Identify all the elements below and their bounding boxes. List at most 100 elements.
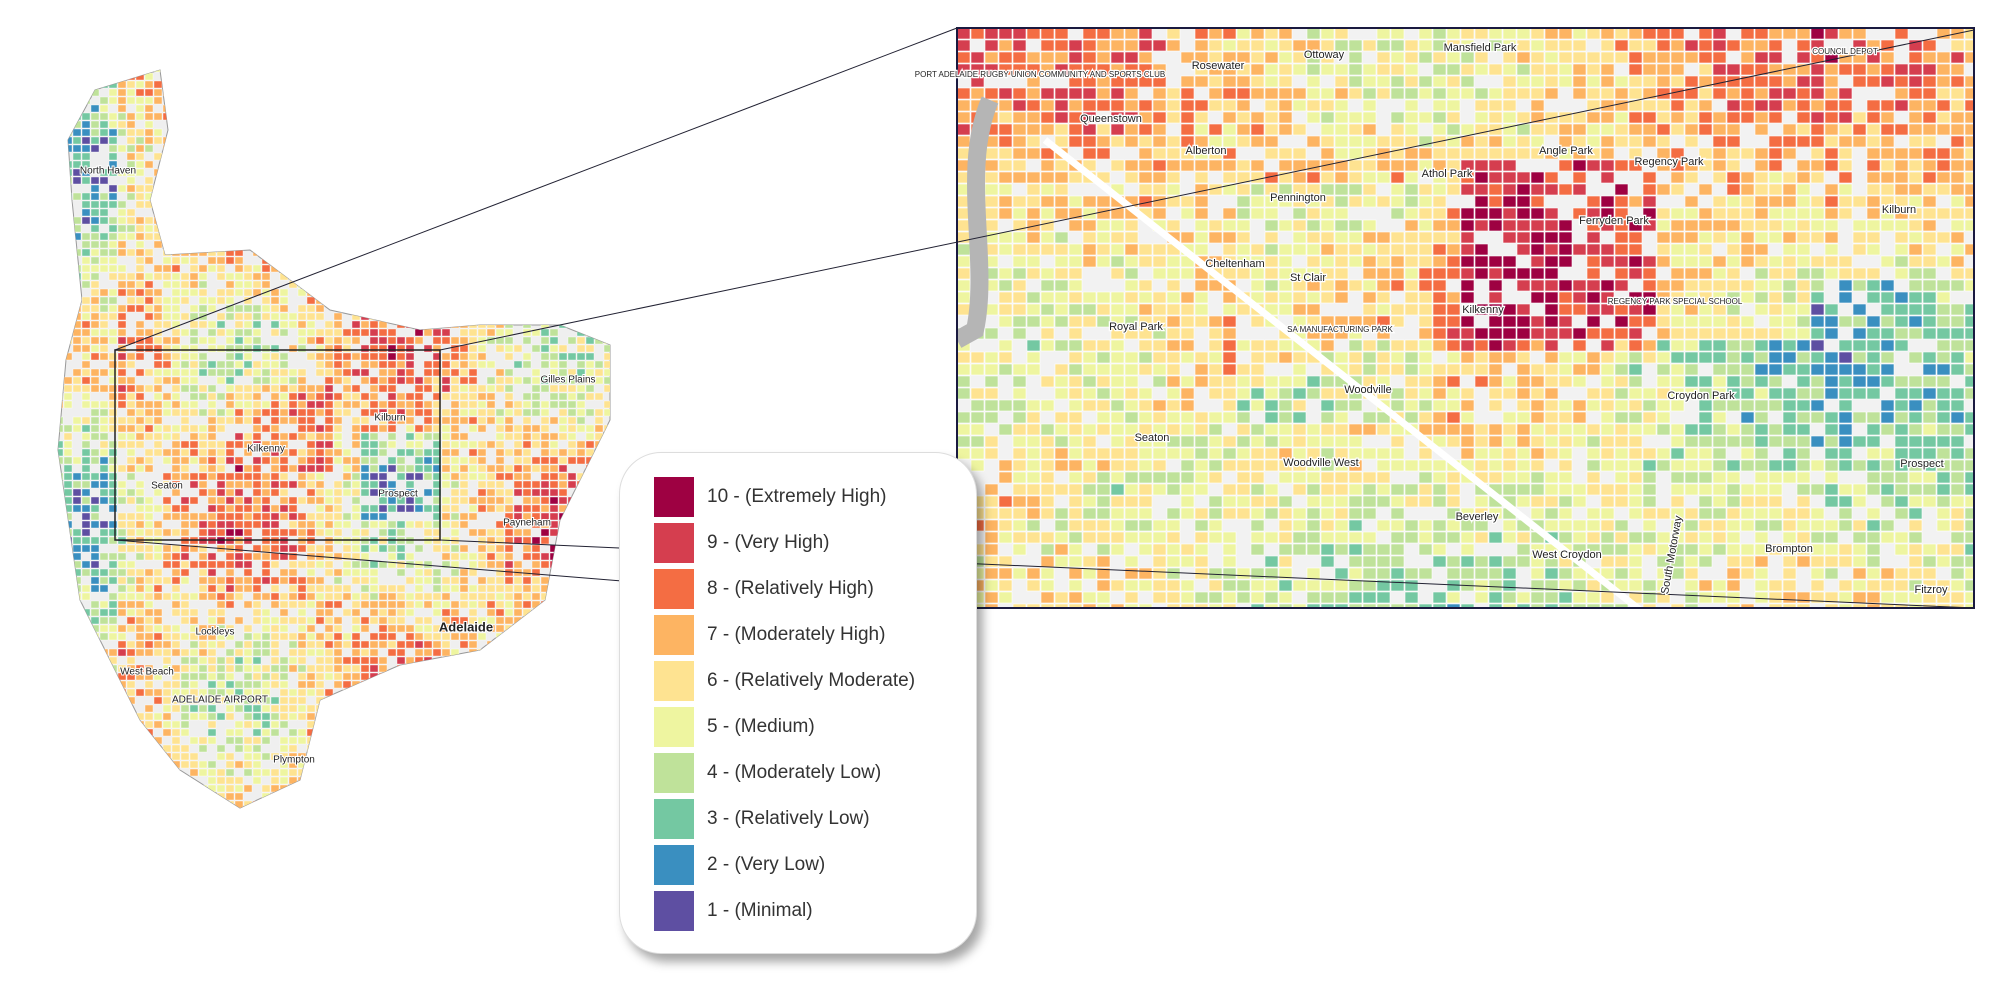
parcel xyxy=(342,80,352,89)
parcel xyxy=(423,192,433,201)
parcel xyxy=(360,80,370,89)
parcel xyxy=(441,312,451,321)
parcel xyxy=(297,600,307,609)
parcel xyxy=(594,472,604,481)
parcel xyxy=(135,136,145,145)
parcel xyxy=(513,280,523,289)
parcel xyxy=(405,744,415,753)
parcel xyxy=(63,704,73,713)
parcel xyxy=(144,224,154,233)
parcel xyxy=(558,144,568,153)
parcel xyxy=(216,712,226,721)
parcel xyxy=(180,400,190,409)
parcel xyxy=(324,416,334,425)
parcel xyxy=(171,152,181,161)
parcel xyxy=(189,344,199,353)
parcel xyxy=(504,80,514,89)
parcel xyxy=(477,312,487,321)
parcel xyxy=(984,363,999,376)
parcel xyxy=(441,120,451,129)
parcel xyxy=(171,456,181,465)
parcel xyxy=(81,128,91,137)
parcel xyxy=(108,296,118,305)
parcel xyxy=(450,144,460,153)
parcel xyxy=(387,208,397,217)
parcel xyxy=(297,104,307,113)
parcel xyxy=(603,704,610,713)
parcel xyxy=(423,168,433,177)
parcel xyxy=(126,656,136,665)
parcel xyxy=(468,392,478,401)
parcel xyxy=(81,800,91,808)
parcel xyxy=(495,408,505,417)
parcel xyxy=(315,560,325,569)
parcel xyxy=(540,600,550,609)
parcel xyxy=(324,488,334,497)
parcel xyxy=(144,592,154,601)
parcel xyxy=(180,512,190,521)
parcel xyxy=(495,424,505,433)
parcel xyxy=(441,304,451,313)
parcel xyxy=(234,120,244,129)
parcel xyxy=(72,552,82,561)
parcel xyxy=(135,248,145,257)
parcel xyxy=(315,752,325,761)
parcel xyxy=(351,624,361,633)
parcel xyxy=(117,800,127,808)
parcel xyxy=(369,768,379,777)
parcel xyxy=(432,440,442,449)
parcel xyxy=(180,472,190,481)
parcel xyxy=(252,376,262,385)
parcel xyxy=(81,72,91,81)
parcel xyxy=(405,352,415,361)
parcel xyxy=(495,256,505,265)
parcel xyxy=(315,152,325,161)
parcel xyxy=(261,224,271,233)
parcel xyxy=(108,424,118,433)
parcel xyxy=(189,640,199,649)
parcel xyxy=(594,712,604,721)
parcel xyxy=(378,368,388,377)
parcel xyxy=(117,544,127,553)
parcel xyxy=(522,536,532,545)
parcel xyxy=(423,80,433,89)
parcel xyxy=(496,809,504,816)
parcel xyxy=(288,480,298,489)
parcel xyxy=(558,728,568,737)
parcel xyxy=(117,208,127,217)
parcel xyxy=(315,240,325,249)
parcel xyxy=(58,184,64,193)
parcel xyxy=(567,720,577,729)
parcel xyxy=(58,720,64,729)
parcel xyxy=(189,176,199,185)
parcel xyxy=(117,320,127,329)
parcel xyxy=(81,368,91,377)
parcel xyxy=(117,496,127,505)
parcel xyxy=(135,88,145,97)
parcel xyxy=(315,656,325,665)
parcel xyxy=(207,520,217,529)
parcel xyxy=(513,536,523,545)
parcel xyxy=(531,800,541,808)
parcel xyxy=(522,776,532,785)
parcel xyxy=(108,440,118,449)
parcel xyxy=(315,440,325,449)
parcel xyxy=(585,128,595,137)
parcel xyxy=(468,328,478,337)
parcel xyxy=(153,488,163,497)
parcel xyxy=(369,352,379,361)
parcel xyxy=(81,360,91,369)
parcel xyxy=(423,696,433,705)
parcel xyxy=(405,104,415,113)
parcel xyxy=(477,96,487,105)
parcel xyxy=(495,176,505,185)
parcel xyxy=(342,664,352,673)
parcel xyxy=(504,560,514,569)
parcel xyxy=(306,400,316,409)
parcel xyxy=(216,520,226,529)
parcel xyxy=(360,728,370,737)
parcel xyxy=(585,112,595,121)
parcel xyxy=(333,784,343,793)
parcel xyxy=(414,400,424,409)
parcel xyxy=(351,648,361,657)
